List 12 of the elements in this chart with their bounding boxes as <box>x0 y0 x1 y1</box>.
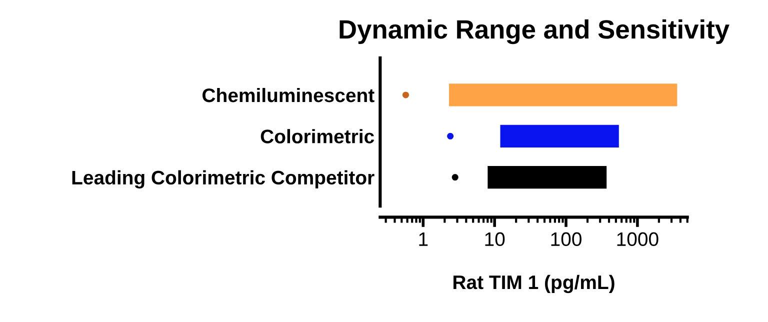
chart-title: Dynamic Range and Sensitivity <box>340 19 730 44</box>
y-tick-label: Colorimetric <box>260 129 374 144</box>
bar <box>449 84 678 106</box>
bar <box>488 166 607 189</box>
x-axis-title: Rat TIM 1 (pg/mL) <box>454 274 614 294</box>
y-tick-label: Leading Colorimetric Competitor <box>72 170 374 188</box>
y-tick-label: Chemiluminescent <box>202 88 374 102</box>
x-tick-label: 1000 <box>617 232 658 246</box>
bar <box>500 124 619 148</box>
x-tick-label: 10 <box>485 232 505 246</box>
x-tick-label: 100 <box>551 232 582 246</box>
x-tick-label: 1 <box>419 232 428 246</box>
